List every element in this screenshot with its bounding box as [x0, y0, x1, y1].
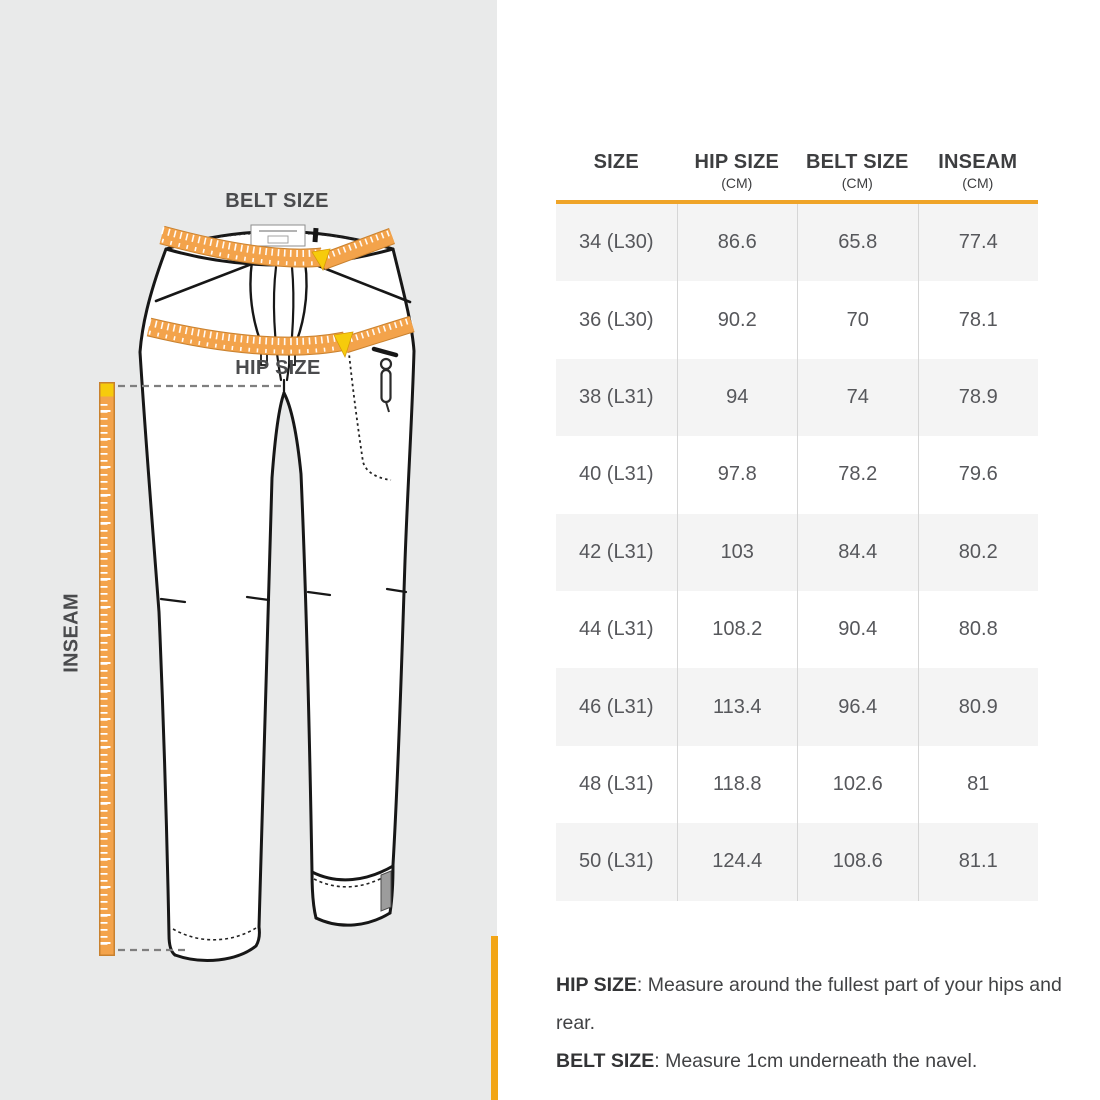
table-cell: 96.4 [797, 668, 918, 746]
table-cell: 70 [797, 281, 918, 359]
pocket-stitching [347, 343, 392, 481]
table-cell: 84.4 [797, 513, 918, 591]
note-line: HIP SIZE: Measure around the fullest par… [556, 966, 1100, 1042]
column-unit: (CM) [841, 175, 873, 191]
inseam-label: INSEAM [60, 593, 83, 673]
column-header: SIZE [556, 131, 677, 200]
table-row: 48 (L31) 118.8 102.6 81 [556, 745, 1039, 824]
table-cell: 108.6 [797, 823, 918, 901]
zipper-pull-icon [371, 346, 399, 413]
table-cell: 50 (L31) [579, 850, 654, 873]
table-cell: 48 (L31) [579, 772, 654, 795]
pants-silhouette [140, 231, 414, 961]
table-cell: 80.8 [917, 590, 1039, 669]
pants-measurement-illustration [99, 224, 416, 962]
table-row: 46 (L31) 113.4 96.4 80.9 [556, 668, 1039, 746]
column-title: INSEAM [938, 151, 1018, 173]
table-row: 38 (L31) 94 74 78.9 [556, 358, 1039, 437]
table-cell: 78.9 [917, 358, 1039, 437]
front-seams [154, 260, 412, 604]
note-label: BELT SIZE [556, 1050, 655, 1072]
hip-measuring-tape [146, 315, 415, 359]
accent-bar [491, 936, 498, 1100]
table-cell: 46 (L31) [579, 695, 654, 718]
table-cell: 86.6 [676, 204, 798, 282]
inseam-ruler [99, 382, 115, 956]
table-row: 34 (L30) 86.6 65.8 77.4 [556, 204, 1039, 282]
table-cell: 81.1 [917, 823, 1039, 901]
table-cell: 44 (L31) [579, 618, 654, 641]
belt-measuring-tape [159, 225, 395, 271]
table-cell: 80.9 [917, 668, 1039, 746]
table-cell: 74 [797, 358, 918, 437]
column-header: BELT SIZE (CM) [797, 131, 918, 200]
table-row: 44 (L31) 108.2 90.4 80.8 [556, 590, 1039, 669]
table-cell: 118.8 [676, 745, 798, 824]
column-header: INSEAM (CM) [918, 131, 1039, 200]
table-cell: 38 (L31) [579, 385, 654, 408]
table-cell: 94 [676, 358, 798, 437]
column-title: BELT SIZE [805, 151, 909, 173]
hip-size-label: HIP SIZE [235, 357, 321, 379]
table-cell: 79.6 [917, 436, 1039, 514]
table-row: 50 (L31) 124.4 108.6 81.1 [556, 823, 1039, 901]
table-cell: 124.4 [676, 823, 798, 901]
table-cell: 65.8 [797, 204, 918, 282]
table-row: 40 (L31) 97.8 78.2 79.6 [556, 436, 1039, 514]
table-cell: 36 (L30) [579, 308, 654, 331]
column-header: HIP SIZE (CM) [677, 131, 798, 200]
note-label: HIP SIZE [556, 974, 637, 996]
column-unit: (CM) [721, 175, 753, 191]
table-cell: 80.2 [917, 513, 1039, 591]
table-cell: 102.6 [797, 745, 918, 824]
note-text: : Measure around the fullest part of you… [556, 974, 1062, 1034]
cuff-tab [380, 870, 392, 912]
left-hem-stitching [172, 927, 257, 941]
table-cell: 42 (L31) [579, 540, 654, 563]
table-body: 34 (L30) 86.6 65.8 77.4 36 (L30) 90.2 70 78.1 38… [556, 204, 1038, 901]
table-row: 36 (L30) 90.2 70 78.1 [556, 281, 1039, 359]
table-cell: 90.4 [797, 590, 918, 669]
table-cell: 113.4 [676, 668, 798, 746]
table-cell: 34 (L30) [579, 231, 654, 254]
table-cell: 103 [676, 513, 798, 591]
table-cell: 97.8 [676, 436, 798, 514]
table-cell: 78.2 [797, 436, 918, 514]
note-text: : Measure 1cm underneath the navel. [654, 1050, 978, 1072]
size-table: SIZE HIP SIZE (CM) BELT SIZE (CM) INSEAM (CM) … [556, 131, 1038, 901]
diagram-panel: BELT SIZE HIP SIZE INSEAM [0, 0, 497, 1100]
back-belt-loop [312, 227, 319, 243]
table-cell: 90.2 [676, 281, 798, 359]
table-cell: 78.1 [917, 281, 1039, 359]
column-title: SIZE [593, 151, 639, 173]
table-header: SIZE HIP SIZE (CM) BELT SIZE (CM) INSEAM (CM) [556, 131, 1038, 204]
column-title: HIP SIZE [694, 151, 780, 173]
waistband-tag [250, 224, 306, 247]
measurement-notes: HIP SIZE: Measure around the fullest par… [556, 966, 1100, 1080]
table-cell: 81 [917, 745, 1039, 824]
column-unit: (CM) [962, 175, 994, 191]
table-cell: 40 (L31) [579, 463, 654, 486]
table-row: 42 (L31) 103 84.4 80.2 [556, 513, 1039, 591]
note-line: BELT SIZE: Measure 1cm underneath the na… [556, 1042, 1100, 1080]
table-cell: 108.2 [676, 590, 798, 669]
table-cell: 77.4 [917, 204, 1039, 282]
belt-size-label: BELT SIZE [225, 190, 329, 212]
